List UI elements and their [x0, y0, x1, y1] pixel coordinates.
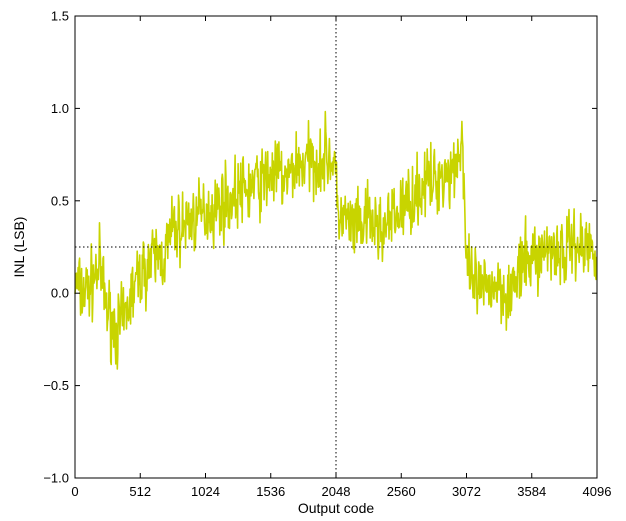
x-tick-label: 0 [71, 484, 78, 499]
y-tick-label: 1.0 [51, 101, 69, 116]
y-tick-label: 0.5 [51, 193, 69, 208]
x-tick-label: 3584 [517, 484, 546, 499]
y-tick-label: 1.5 [51, 9, 69, 24]
x-tick-label: 2560 [387, 484, 416, 499]
reference-lines [75, 16, 597, 478]
x-tick-label: 4096 [583, 484, 612, 499]
x-tick-label: 2048 [322, 484, 351, 499]
x-axis-label: Output code [298, 500, 374, 516]
y-tick-label: −0.5 [43, 378, 69, 393]
x-tick-label: 1536 [256, 484, 285, 499]
ticks: 0 512 1024 1536 2048 2560 3072 3584 4096 −1.0 −0.5… [43, 9, 611, 500]
x-tick-label: 1024 [191, 484, 220, 499]
y-tick-label: −1.0 [43, 471, 69, 486]
x-tick-label: 3072 [452, 484, 481, 499]
x-tick-label: 512 [129, 484, 151, 499]
y-axis-label: INL (LSB) [11, 217, 27, 278]
inl-series-line [74, 110, 598, 370]
y-tick-label: 0.0 [51, 286, 69, 301]
plot-area [74, 110, 598, 370]
